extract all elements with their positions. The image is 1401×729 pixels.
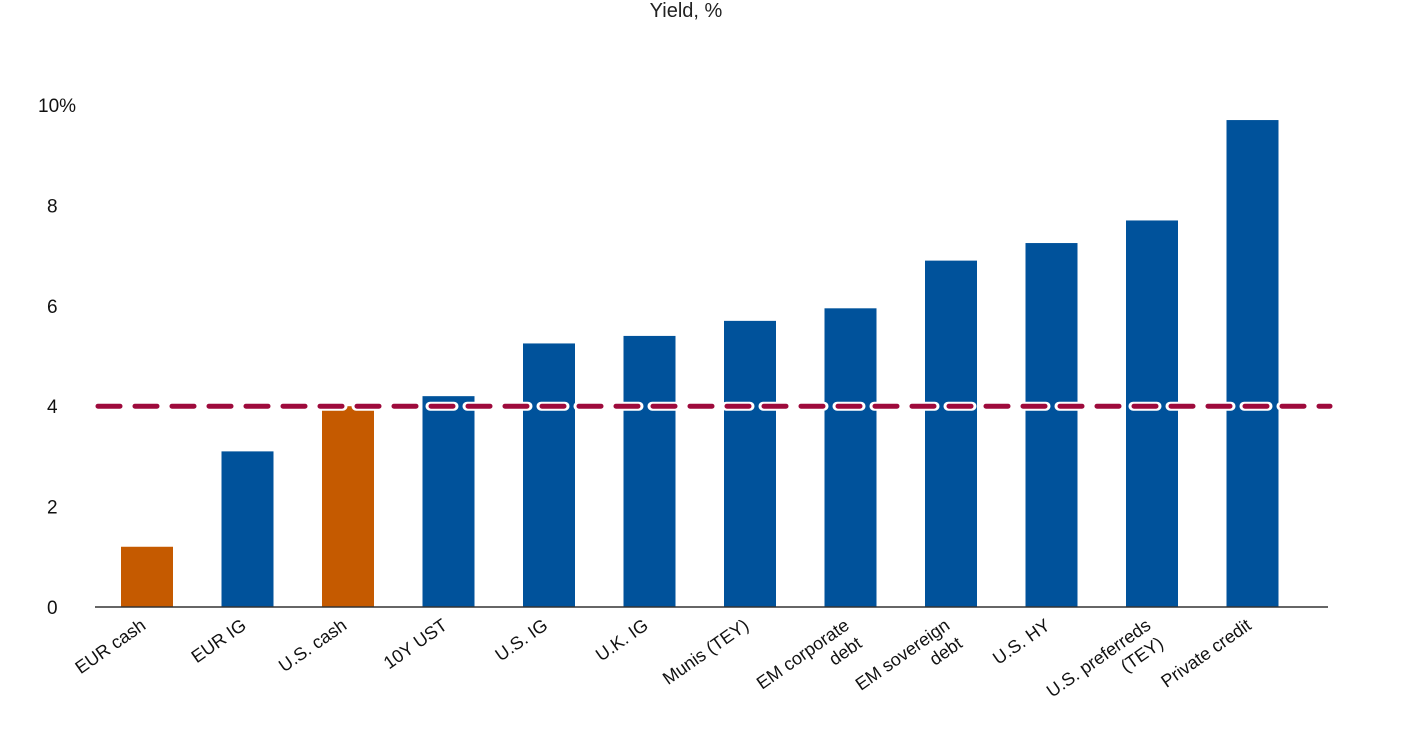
bar	[1126, 220, 1178, 607]
bar	[121, 546, 173, 607]
y-tick-label: 4	[47, 397, 58, 418]
bar	[1226, 120, 1279, 607]
x-tick-label: EM sovereigndebt	[852, 615, 966, 713]
chart-title: Yield, %	[649, 0, 723, 22]
bar	[221, 451, 274, 607]
x-tick-label: U.S. HY	[989, 615, 1054, 669]
y-axis-ticks: 0 2 4 6 8 10%	[38, 96, 76, 619]
x-tick-label: EM corporatedebt	[753, 615, 866, 711]
bar	[322, 406, 374, 607]
bar	[623, 335, 676, 607]
x-tick-label: Munis (TEY)	[659, 615, 752, 689]
bar	[925, 260, 977, 607]
y-tick-label: 10%	[38, 96, 76, 117]
x-tick-label: U.K. IG	[592, 615, 652, 665]
y-tick-label: 8	[47, 196, 58, 217]
bar	[824, 308, 877, 607]
y-tick-label: 6	[47, 297, 58, 318]
bars-group	[121, 120, 1279, 608]
y-tick-label: 0	[47, 598, 58, 619]
x-tick-label: EUR IG	[188, 615, 250, 667]
x-tick-label: Private credit	[1157, 615, 1255, 692]
x-tick-label: EUR cash	[71, 615, 149, 678]
bar	[724, 320, 776, 607]
x-tick-label: U.S. preferreds(TEY)	[1043, 615, 1167, 719]
x-tick-label: U.S. cash	[275, 615, 350, 676]
x-axis-labels: EUR cash EUR IG U.S. cash 10Y UST U.S. IG U.K…	[71, 615, 1255, 719]
bar	[1025, 243, 1078, 608]
x-tick-label: 10Y UST	[380, 615, 451, 673]
bar	[422, 396, 475, 607]
y-tick-label: 2	[47, 498, 58, 519]
bar	[523, 343, 575, 607]
x-tick-label: U.S. IG	[491, 615, 551, 665]
